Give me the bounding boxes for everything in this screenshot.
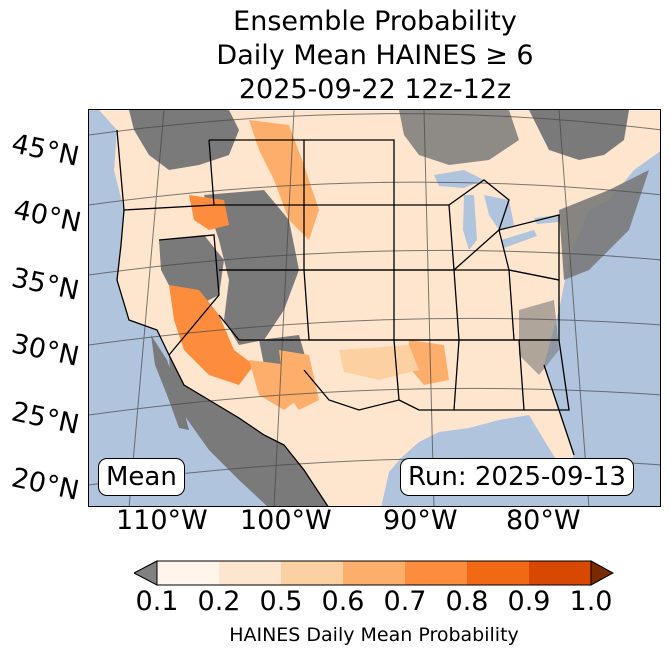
mean-badge: Mean	[98, 458, 185, 496]
state-boundaries	[116, 129, 575, 506]
title-line-2: Daily Mean HAINES ≥ 6	[216, 40, 534, 71]
title-line-3: 2025-09-22 12z-12z	[238, 74, 512, 105]
region-baja	[151, 335, 189, 430]
lake-ontario	[534, 215, 559, 224]
colorbar-tick: 0.5	[259, 586, 303, 617]
colorbar	[134, 560, 614, 586]
lat-label-20: 20°N	[8, 462, 82, 507]
region-canada-central	[399, 110, 519, 165]
colorbar-cell	[529, 561, 591, 585]
lat-label-25: 25°N	[8, 396, 82, 441]
lake-michigan	[463, 195, 477, 250]
colorbar-tick: 0.6	[321, 586, 365, 617]
region-rockies	[204, 190, 299, 345]
lake-huron	[484, 195, 514, 230]
colorbar-frame	[156, 560, 592, 586]
lat-label-40: 40°N	[10, 194, 84, 239]
map-panel	[88, 109, 661, 507]
hotspot-texas-west	[279, 350, 319, 410]
hotspot-idaho	[189, 195, 229, 230]
lon-label-100: 100°W	[240, 505, 332, 536]
colorbar-cell	[157, 561, 219, 585]
lat-label-45: 45°N	[8, 128, 82, 173]
hotspot-arizona	[169, 285, 254, 385]
hotspot-gulf-coast	[339, 345, 419, 380]
colorbar-over-extension	[590, 560, 614, 586]
lat-label-30: 30°N	[8, 328, 82, 373]
colorbar-tick: 0.1	[135, 586, 179, 617]
map-canvas	[89, 110, 660, 506]
region-canada-east	[529, 110, 629, 160]
colorbar-cell	[467, 561, 529, 585]
colorbar-cell	[281, 561, 343, 585]
colorbar-under-extension	[134, 560, 158, 586]
region-northeast	[559, 170, 649, 280]
lon-label-90: 90°W	[383, 505, 458, 536]
colorbar-cell	[405, 561, 467, 585]
colorbar-cell	[219, 561, 281, 585]
run-date-badge: Run: 2025-09-13	[400, 458, 634, 496]
lake-erie	[501, 230, 537, 248]
colorbar-tick: 0.8	[445, 586, 489, 617]
colorbar-tick: 0.9	[507, 586, 551, 617]
region-mexico	[169, 355, 328, 506]
colorbar-tick: 1.0	[569, 586, 613, 617]
region-canada-west	[129, 110, 239, 170]
lat-label-35: 35°N	[8, 262, 82, 307]
colorbar-tick: 0.7	[383, 586, 427, 617]
hotspot-louisiana	[407, 340, 449, 385]
lon-label-80: 80°W	[506, 505, 581, 536]
title-line-1: Ensemble Probability	[233, 6, 517, 37]
hotspot-rockies-north	[249, 120, 319, 240]
lon-label-110: 110°W	[116, 505, 208, 536]
lake-superior	[434, 170, 484, 188]
colorbar-cell	[343, 561, 405, 585]
colorbar-tick: 0.2	[197, 586, 241, 617]
colorbar-label: HAINES Daily Mean Probability	[229, 624, 519, 646]
